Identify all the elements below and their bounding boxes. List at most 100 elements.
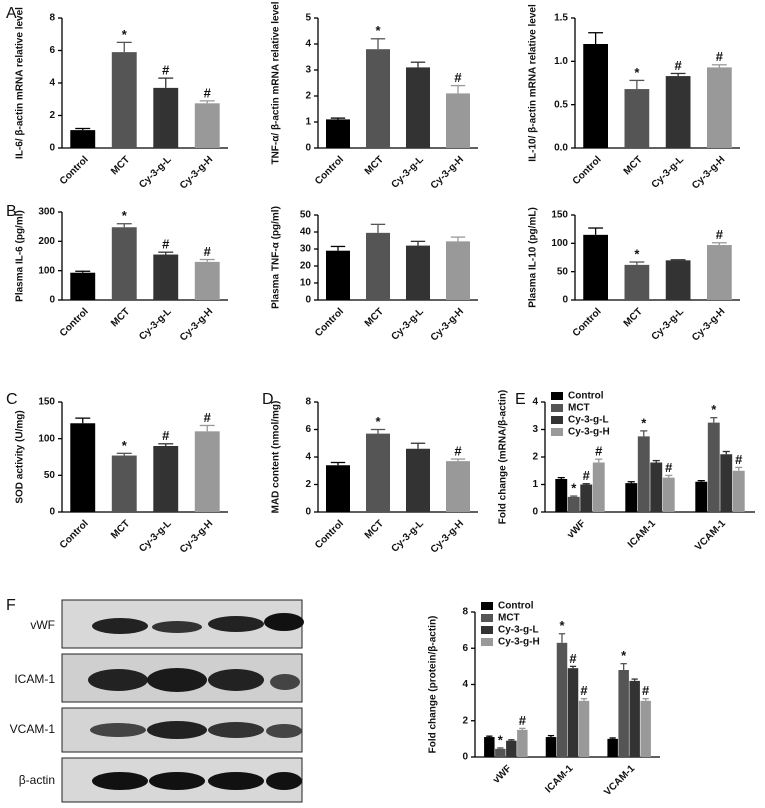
significance-mark: # <box>583 468 591 483</box>
y-tick-label: 50 <box>44 470 56 481</box>
bar <box>665 76 691 148</box>
bar <box>556 642 568 757</box>
bar <box>567 668 579 757</box>
y-tick-label: 4 <box>305 452 311 463</box>
significance-mark: # <box>642 683 650 698</box>
y-axis-label: Plasma TNF-α (pg/ml) <box>271 206 282 309</box>
x-tick-label: Cy-3-g-L <box>137 306 173 342</box>
bar <box>70 272 96 300</box>
bar <box>194 103 220 148</box>
x-tick-label: MCT <box>363 306 386 329</box>
x-tick-label: VCAM-1 <box>693 518 728 553</box>
significance-mark: * <box>498 732 504 747</box>
x-tick-label: MCT <box>622 306 645 329</box>
bar <box>665 260 691 300</box>
bar <box>446 93 470 148</box>
blot-band <box>208 772 264 790</box>
bar <box>446 461 470 512</box>
y-tick-label: 2 <box>305 479 311 490</box>
y-tick-label: 8 <box>49 13 55 24</box>
y-tick-label: 0 <box>49 143 55 154</box>
significance-mark: * <box>122 27 128 42</box>
bar <box>406 448 430 512</box>
y-tick-label: 200 <box>38 236 55 247</box>
y-tick-label: 0 <box>532 507 538 518</box>
bar <box>153 87 179 148</box>
blot-band <box>92 772 148 790</box>
significance-mark: * <box>634 65 640 80</box>
bar <box>578 700 590 757</box>
y-axis-label: IL-6/ β-actin mRNA relative level <box>15 7 26 159</box>
y-tick-label: 100 <box>551 238 568 249</box>
significance-mark: # <box>204 85 212 100</box>
y-tick-label: 2 <box>305 91 311 102</box>
significance-mark: * <box>375 414 381 429</box>
bar <box>484 737 495 757</box>
panel-label: D <box>262 391 274 408</box>
bar <box>732 470 745 512</box>
x-tick-label: Control <box>58 306 91 339</box>
blot-band <box>208 616 264 632</box>
legend-swatch <box>551 428 563 436</box>
significance-mark: * <box>641 415 647 430</box>
y-tick-label: 3 <box>532 424 538 435</box>
y-tick-label: 2 <box>462 715 468 726</box>
x-tick-label: Cy-3-g-L <box>650 306 686 342</box>
y-tick-label: 8 <box>462 607 468 618</box>
y-tick-label: 0 <box>49 295 55 306</box>
legend-swatch <box>481 638 493 646</box>
y-tick-label: 100 <box>38 433 55 444</box>
significance-mark: * <box>711 402 717 417</box>
y-tick-label: 150 <box>38 397 55 408</box>
bar <box>446 241 470 300</box>
panel-label: C <box>6 391 18 408</box>
significance-mark: # <box>569 651 577 666</box>
blot-band <box>147 668 207 692</box>
panel-label: A <box>6 5 17 22</box>
bar <box>495 748 506 757</box>
y-tick-label: 6 <box>305 424 311 435</box>
bar <box>637 436 650 512</box>
y-tick-label: 2 <box>532 452 538 463</box>
y-tick-label: 0 <box>462 752 468 763</box>
significance-mark: * <box>571 480 577 495</box>
x-tick-label: vWF <box>565 518 588 541</box>
y-tick-label: 4 <box>49 78 55 89</box>
y-tick-label: 30 <box>300 244 312 255</box>
x-tick-label: Control <box>58 154 91 187</box>
legend-swatch <box>551 416 563 424</box>
significance-mark: # <box>595 444 603 459</box>
bar <box>194 431 220 512</box>
bar <box>517 729 528 757</box>
bar <box>650 462 663 512</box>
legend-swatch <box>481 614 493 622</box>
y-tick-label: 0 <box>305 295 311 306</box>
y-tick-label: 5 <box>305 13 311 24</box>
x-tick-label: Control <box>571 154 604 187</box>
panel-label: E <box>515 391 526 408</box>
bar <box>111 227 137 300</box>
y-tick-label: 10 <box>300 278 312 289</box>
bar <box>326 250 350 300</box>
blot-label: ICAM-1 <box>14 672 55 686</box>
legend-swatch <box>481 602 493 610</box>
significance-mark: # <box>716 227 724 242</box>
legend-label: Cy-3-g-H <box>568 427 610 438</box>
significance-mark: # <box>162 428 170 443</box>
bar <box>592 462 605 512</box>
x-tick-label: Cy-3-g-H <box>429 518 466 555</box>
y-axis-label: IL-10/ β-actin mRNA relative level <box>528 4 539 162</box>
x-tick-label: ICAM-1 <box>626 518 658 550</box>
y-tick-label: 0.0 <box>554 143 568 154</box>
legend-swatch <box>481 626 493 634</box>
y-tick-label: 2 <box>49 110 55 121</box>
legend-label: Cy-3-g-H <box>498 637 540 648</box>
significance-mark: # <box>162 237 170 252</box>
bar <box>624 89 650 148</box>
x-tick-label: Cy-3-g-L <box>650 154 686 190</box>
x-tick-label: Control <box>58 518 91 551</box>
bar <box>583 44 608 148</box>
y-tick-label: 1.5 <box>554 13 568 24</box>
blot-band <box>88 669 148 691</box>
